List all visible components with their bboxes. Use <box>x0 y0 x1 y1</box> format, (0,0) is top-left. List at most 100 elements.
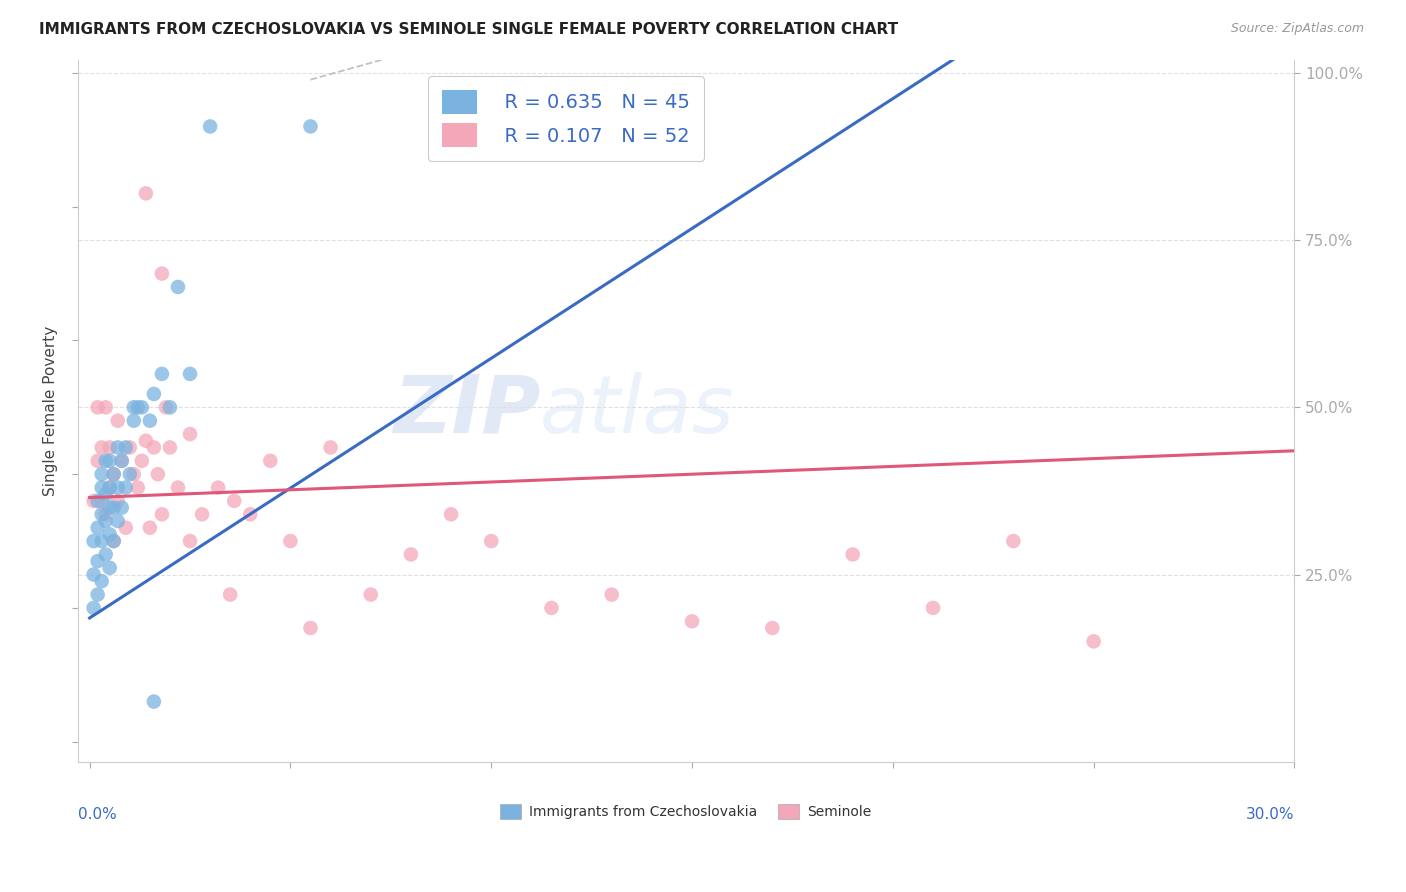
Point <box>118 441 141 455</box>
Point <box>90 494 112 508</box>
Point <box>224 494 246 508</box>
Point <box>114 521 136 535</box>
Point <box>86 521 108 535</box>
Point <box>139 414 162 428</box>
Point <box>90 441 112 455</box>
Point <box>83 567 105 582</box>
Point <box>114 441 136 455</box>
Point <box>179 427 201 442</box>
Text: 0.0%: 0.0% <box>77 807 117 822</box>
Point <box>922 601 945 615</box>
Point <box>159 441 181 455</box>
Point <box>107 414 129 428</box>
Point <box>94 548 117 562</box>
Point <box>159 401 181 415</box>
Point <box>94 454 117 468</box>
Point <box>179 367 201 381</box>
Point <box>98 454 121 468</box>
Point <box>86 588 108 602</box>
Point <box>107 441 129 455</box>
Point <box>86 401 108 415</box>
Point <box>90 481 112 495</box>
Point <box>167 280 190 294</box>
Point <box>103 467 125 482</box>
Point <box>86 454 108 468</box>
Text: Source: ZipAtlas.com: Source: ZipAtlas.com <box>1230 22 1364 36</box>
Point <box>103 534 125 549</box>
Y-axis label: Single Female Poverty: Single Female Poverty <box>44 326 58 496</box>
Point <box>841 548 863 562</box>
Text: ZIP: ZIP <box>392 372 540 450</box>
Legend: Immigrants from Czechoslovakia, Seminole: Immigrants from Czechoslovakia, Seminole <box>495 798 877 825</box>
Point <box>135 186 157 201</box>
Text: 30.0%: 30.0% <box>1246 807 1295 822</box>
Point <box>399 548 422 562</box>
Point <box>360 588 382 602</box>
Point <box>94 401 117 415</box>
Point <box>479 534 502 549</box>
Point <box>118 467 141 482</box>
Point <box>98 500 121 515</box>
Point <box>131 454 153 468</box>
Point <box>122 401 145 415</box>
Point <box>139 521 162 535</box>
Point <box>150 508 173 522</box>
Point <box>440 508 463 522</box>
Point <box>131 401 153 415</box>
Point <box>127 481 149 495</box>
Point <box>207 481 229 495</box>
Point <box>259 454 281 468</box>
Point <box>107 481 129 495</box>
Point <box>146 467 169 482</box>
Point <box>103 534 125 549</box>
Point <box>83 601 105 615</box>
Point <box>90 508 112 522</box>
Point <box>540 601 562 615</box>
Point <box>114 481 136 495</box>
Point <box>135 434 157 448</box>
Point <box>299 621 322 635</box>
Point <box>111 500 134 515</box>
Point <box>94 508 117 522</box>
Point <box>94 514 117 528</box>
Point <box>142 694 165 708</box>
Point <box>299 120 322 134</box>
Point <box>107 514 129 528</box>
Point <box>681 615 703 629</box>
Point <box>98 561 121 575</box>
Point <box>103 500 125 515</box>
Point <box>239 508 262 522</box>
Point <box>150 367 173 381</box>
Point <box>111 454 134 468</box>
Point <box>98 481 121 495</box>
Point <box>98 481 121 495</box>
Point <box>90 467 112 482</box>
Point <box>107 494 129 508</box>
Point <box>280 534 302 549</box>
Point <box>83 494 105 508</box>
Point <box>155 401 177 415</box>
Point <box>179 534 201 549</box>
Point <box>90 574 112 589</box>
Point <box>150 267 173 281</box>
Point <box>127 401 149 415</box>
Point <box>103 467 125 482</box>
Point <box>111 454 134 468</box>
Point <box>86 494 108 508</box>
Point <box>761 621 783 635</box>
Point <box>94 487 117 501</box>
Point <box>83 534 105 549</box>
Point <box>142 387 165 401</box>
Point <box>98 527 121 541</box>
Point <box>167 481 190 495</box>
Point <box>142 441 165 455</box>
Point <box>86 554 108 568</box>
Point <box>319 441 342 455</box>
Text: IMMIGRANTS FROM CZECHOSLOVAKIA VS SEMINOLE SINGLE FEMALE POVERTY CORRELATION CHA: IMMIGRANTS FROM CZECHOSLOVAKIA VS SEMINO… <box>39 22 898 37</box>
Point <box>198 120 221 134</box>
Text: atlas: atlas <box>540 372 735 450</box>
Point <box>1002 534 1025 549</box>
Point <box>1083 634 1105 648</box>
Point <box>90 534 112 549</box>
Point <box>219 588 242 602</box>
